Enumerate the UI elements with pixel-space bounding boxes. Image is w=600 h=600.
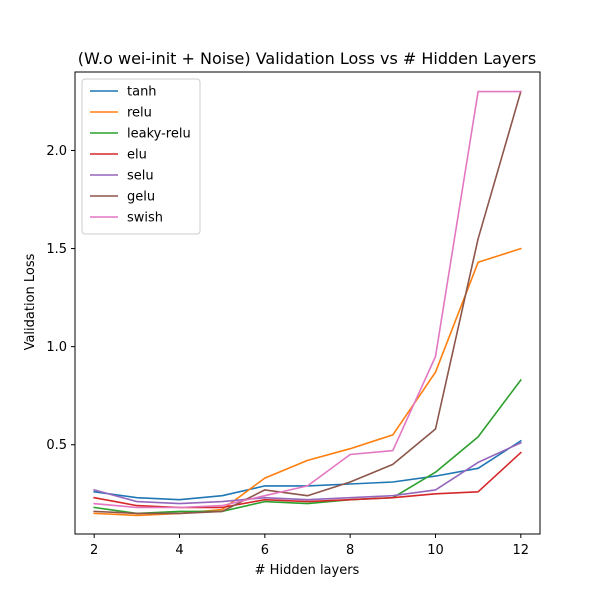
- y-tick-label: 1.0: [46, 340, 67, 355]
- legend-label-tanh: tanh: [127, 85, 157, 100]
- x-tick-label: 12: [513, 543, 530, 558]
- legend-label-selu: selu: [127, 169, 154, 184]
- plot-frame: [74, 71, 541, 535]
- y-tick-label: 1.5: [46, 242, 67, 257]
- x-axis-label: # Hidden layers: [255, 563, 360, 578]
- legend: tanh relu leaky-relu elu selu gelu swish: [81, 78, 201, 235]
- x-tick-label: 2: [90, 543, 98, 558]
- series-line-gelu: [93, 90, 522, 515]
- legend-label-leaky-relu: leaky-relu: [127, 127, 191, 142]
- series-line-tanh: [93, 439, 522, 501]
- legend-label-relu: relu: [127, 106, 152, 121]
- y-tick-label: 2.0: [46, 144, 67, 159]
- series-lines: [93, 90, 522, 517]
- series-line-swish: [93, 90, 522, 509]
- y-axis-label: Validation Loss: [23, 253, 38, 350]
- x-tick-label: 4: [175, 543, 183, 558]
- x-tick-label: 6: [261, 543, 269, 558]
- axes: 2 4 6 8 10 12 0.5 1.0 1.5 2.0: [46, 71, 541, 558]
- series-line-leaky-relu: [93, 378, 522, 515]
- x-tick-label: 10: [427, 543, 444, 558]
- y-tick-label: 0.5: [46, 438, 67, 453]
- legend-label-elu: elu: [127, 148, 147, 163]
- x-tick-label: 8: [346, 543, 354, 558]
- chart-title: (W.o wei-init + Noise) Validation Loss v…: [78, 49, 536, 68]
- legend-label-gelu: gelu: [127, 190, 155, 205]
- series-line-selu: [93, 441, 522, 505]
- legend-label-swish: swish: [127, 211, 163, 226]
